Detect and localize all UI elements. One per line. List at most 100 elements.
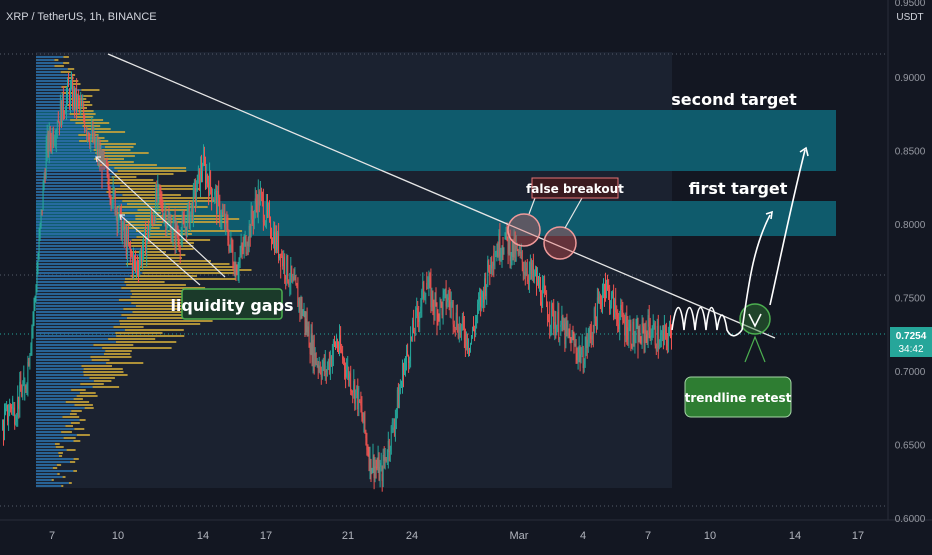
candle-body [557,312,558,326]
candle-body [310,333,312,355]
candle-body [610,304,611,309]
candle-body [450,302,452,308]
volume-profile-bar [36,386,93,388]
volume-profile-bar [36,359,92,361]
candle-body [539,281,540,288]
candle-body [344,359,345,370]
candle-body [36,271,38,292]
candle-body [429,278,431,280]
volume-profile-bar [36,344,94,346]
volume-profile-bar [58,452,63,454]
price-tick-label: 0.9000 [895,73,926,84]
candle-body [223,213,224,215]
candle-body [398,391,400,408]
candle-body [233,265,235,275]
candle-body [166,226,168,231]
candle-body [284,257,285,276]
candle-body [305,318,307,328]
candle-body [547,306,548,321]
candle-body [108,182,110,196]
volume-profile-bar [36,266,137,268]
candle-body [551,303,552,325]
price-tick-label: 0.6500 [895,441,926,452]
candle-body [375,466,377,468]
candle-body [164,212,166,215]
candle-body [385,457,387,461]
candle-body [270,224,271,236]
candle-body [566,321,568,330]
candle-body [192,187,194,219]
candle-body [658,346,660,349]
candle-body [458,323,460,338]
candle-body [17,396,18,417]
candle-body [445,288,447,307]
candle-body [292,276,293,283]
candle-body [589,328,591,333]
symbol-title[interactable]: XRP / TetherUS, 1h, BINANCE [6,11,157,23]
volume-profile-bar [36,176,112,178]
volume-profile-bar [62,416,80,418]
candle-body [15,421,16,425]
candle-body [618,324,619,330]
volume-profile-bar [36,293,132,295]
candle-body [391,422,393,426]
candle-body [651,335,653,337]
candle-body [548,320,549,322]
volume-profile-bar [36,116,76,118]
volume-profile-bar [36,158,95,160]
volume-profile-bar [36,113,70,115]
volume-profile-bar [60,71,71,73]
volume-profile-bar [36,206,117,208]
candle-body [524,271,526,276]
candle-body [439,299,441,320]
volume-profile-bar [36,305,136,307]
candle-body [388,441,390,453]
candle-body [204,155,205,164]
candle-body [200,165,201,189]
volume-profile-bar [136,236,177,238]
candle-body [227,224,229,240]
volume-profile-bar [55,443,60,445]
candle-body [39,224,41,236]
candle-body [211,187,212,201]
volume-profile-bar [36,392,80,394]
candle-body [647,315,649,343]
volume-profile-bar [54,59,59,61]
volume-profile-bar [107,161,134,163]
candle-body [662,331,664,342]
volume-profile-bar [36,368,84,370]
volume-profile-bar [36,179,108,181]
candle-body [251,210,253,220]
volume-profile-bar [36,470,74,472]
current-price-value: 0.7254 [896,331,927,342]
candle-body [100,156,102,163]
volume-profile-bar [130,251,166,253]
candle-body [10,405,11,407]
candle-body [414,333,415,334]
volume-profile-bar [36,80,73,82]
candle-body [124,233,126,239]
candle-body [480,296,481,307]
retest-v-mark [748,313,762,328]
volume-profile-bar [36,146,105,148]
volume-profile-bar [36,413,70,415]
candle-body [170,221,172,241]
currency-label[interactable]: USDT [896,12,923,23]
volume-profile-bar [92,131,126,133]
descending-trendline[interactable] [107,53,776,339]
volume-profile-bar [36,401,66,403]
volume-profile-bar [36,317,127,319]
candle-body [404,367,405,371]
candle-body [127,234,129,245]
volume-profile-bar [36,464,57,466]
volume-profile-bar [36,224,126,226]
volume-profile-bar [36,239,132,241]
candle-body [64,111,66,114]
volume-profile-bar [36,353,104,355]
volume-profile-bar [36,71,61,73]
candle-body [323,359,325,372]
volume-profile-bar [131,302,201,304]
candle-body [483,292,484,303]
candle-body [154,217,155,221]
